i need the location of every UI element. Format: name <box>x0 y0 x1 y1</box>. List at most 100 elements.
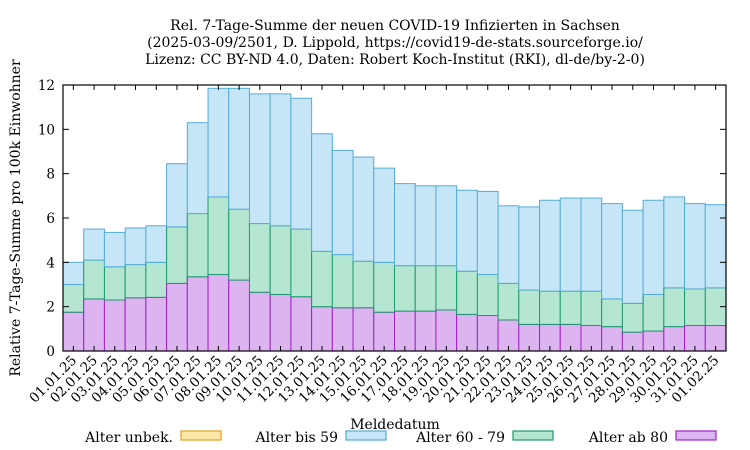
bar-alter-bis-59-30 <box>684 203 706 290</box>
y-tick-label: 4 <box>46 255 55 271</box>
bar-alter-bis-59-2 <box>103 231 126 268</box>
bar-alter-ab-80-13 <box>331 307 354 352</box>
bar-alter-60-79-3 <box>124 264 147 299</box>
bar-alter-bis-59-7 <box>207 87 230 198</box>
legend-swatch-alter-60-79 <box>512 430 554 441</box>
bar-alter-60-79-4 <box>145 261 168 298</box>
bar-alter-60-79-21 <box>497 282 520 321</box>
bar-alter-60-79-9 <box>248 223 271 293</box>
bar-alter-60-79-6 <box>186 213 209 278</box>
legend-label-alter-unbek-: Alter unbek. <box>84 430 173 446</box>
legend-label-alter-ab-80: Alter ab 80 <box>588 430 668 446</box>
bar-alter-60-79-2 <box>103 266 126 301</box>
bar-alter-bis-59-13 <box>331 149 354 256</box>
bar-alter-bis-59-11 <box>290 97 313 230</box>
bar-alter-bis-59-29 <box>663 196 686 289</box>
bar-alter-60-79-26 <box>601 298 623 328</box>
y-tick-label: 8 <box>46 167 55 183</box>
bar-alter-bis-59-24 <box>559 197 582 292</box>
bar-alter-bis-59-0 <box>62 261 85 286</box>
bar-alter-ab-80-18 <box>435 309 458 352</box>
y-axis-label: Relative 7-Tage-Summe pro 100k Einwohner <box>8 59 24 377</box>
bar-alter-60-79-28 <box>642 293 665 332</box>
bar-alter-60-79-20 <box>476 274 499 317</box>
bar-alter-bis-59-18 <box>435 185 458 267</box>
bar-alter-bis-59-20 <box>476 190 499 276</box>
bar-alter-ab-80-16 <box>394 310 416 352</box>
bar-alter-ab-80-7 <box>207 274 230 352</box>
bar-alter-ab-80-0 <box>62 311 85 352</box>
legend-swatch-alter-unbek- <box>180 430 222 441</box>
bar-alter-ab-80-11 <box>290 296 313 352</box>
bar-alter-bis-59-22 <box>518 206 541 291</box>
bar-alter-60-79-10 <box>269 225 292 295</box>
bar-alter-60-79-24 <box>559 290 582 325</box>
bar-alter-60-79-17 <box>414 265 437 312</box>
y-tick-label: 6 <box>46 211 55 227</box>
bar-alter-bis-59-21 <box>497 205 520 284</box>
bar-alter-ab-80-3 <box>124 297 147 352</box>
bar-alter-60-79-7 <box>207 196 230 276</box>
bar-alter-bis-59-15 <box>373 167 395 263</box>
bar-alter-60-79-1 <box>83 259 105 300</box>
chart-title: Rel. 7-Tage-Summe der neuen COVID-19 Inf… <box>145 18 645 68</box>
bar-alter-bis-59-25 <box>580 197 603 292</box>
bar-alter-bis-59-27 <box>621 209 644 304</box>
title-line-1: Rel. 7-Tage-Summe der neuen COVID-19 Inf… <box>170 18 620 34</box>
legend-swatch-alter-bis-59 <box>345 430 387 441</box>
bar-alter-60-79-13 <box>331 254 354 309</box>
y-tick-label: 0 <box>46 344 55 360</box>
bar-alter-60-79-8 <box>228 208 250 281</box>
title-line-3: Lizenz: CC BY-ND 4.0, Daten: Robert Koch… <box>145 52 645 68</box>
bar-alter-60-79-5 <box>166 226 188 284</box>
bar-alter-bis-59-26 <box>601 203 623 300</box>
bar-alter-bis-59-19 <box>456 189 478 272</box>
bar-alter-ab-80-5 <box>166 282 188 352</box>
bar-alter-bis-59-6 <box>186 122 209 215</box>
y-tick-label: 10 <box>38 122 55 138</box>
bar-alter-bis-59-14 <box>352 156 375 262</box>
bar-alter-bis-59-5 <box>166 163 188 228</box>
bar-alter-60-79-22 <box>518 289 541 325</box>
bar-alter-bis-59-1 <box>83 228 105 261</box>
y-tick-label: 2 <box>46 300 55 316</box>
plot-frame <box>62 84 727 352</box>
legend-label-alter-60-79: Alter 60 - 79 <box>415 430 505 446</box>
bar-alter-ab-80-6 <box>186 276 209 352</box>
legend-label-alter-bis-59: Alter bis 59 <box>254 430 338 446</box>
y-tick-label: 12 <box>38 78 55 94</box>
legend: Alter unbek. Alter bis 59 Alter 60 - 79 Alt… <box>84 430 717 446</box>
bar-series-group <box>62 87 727 352</box>
bar-alter-bis-59-28 <box>642 199 665 295</box>
bar-alter-ab-80-17 <box>414 310 437 352</box>
bar-alter-60-79-30 <box>684 288 706 327</box>
bar-alter-60-79-14 <box>352 260 375 309</box>
bar-alter-bis-59-4 <box>145 225 168 263</box>
bar-alter-60-79-12 <box>311 250 333 308</box>
bar-alter-bis-59-10 <box>269 93 292 227</box>
title-line-2: (2025-03-09/2501, D. Lippold, https://co… <box>147 35 643 51</box>
bar-alter-60-79-25 <box>580 290 603 327</box>
bar-alter-ab-80-12 <box>311 306 333 352</box>
bar-alter-60-79-18 <box>435 265 458 311</box>
bar-alter-bis-59-31 <box>704 204 727 289</box>
bar-alter-60-79-16 <box>394 265 416 312</box>
bar-alter-ab-80-14 <box>352 307 375 352</box>
bar-alter-ab-80-9 <box>248 291 271 352</box>
bar-alter-bis-59-12 <box>311 133 333 252</box>
bar-alter-60-79-23 <box>539 290 561 325</box>
bar-alter-bis-59-8 <box>228 87 250 210</box>
bar-alter-bis-59-23 <box>539 199 561 292</box>
bar-alter-bis-59-17 <box>414 185 437 267</box>
bar-alter-60-79-27 <box>621 302 644 333</box>
bar-alter-bis-59-3 <box>124 227 147 266</box>
x-axis-label: Meldedatum <box>350 417 440 433</box>
bar-alter-60-79-11 <box>290 228 313 298</box>
bar-alter-bis-59-9 <box>248 93 271 225</box>
bar-alter-60-79-0 <box>62 284 85 313</box>
bar-alter-ab-80-15 <box>373 311 395 352</box>
x-axis: 01.01.2502.01.2503.01.2504.01.2505.01.25… <box>26 85 722 406</box>
bar-alter-bis-59-16 <box>394 183 416 267</box>
bar-alter-60-79-29 <box>663 287 686 328</box>
